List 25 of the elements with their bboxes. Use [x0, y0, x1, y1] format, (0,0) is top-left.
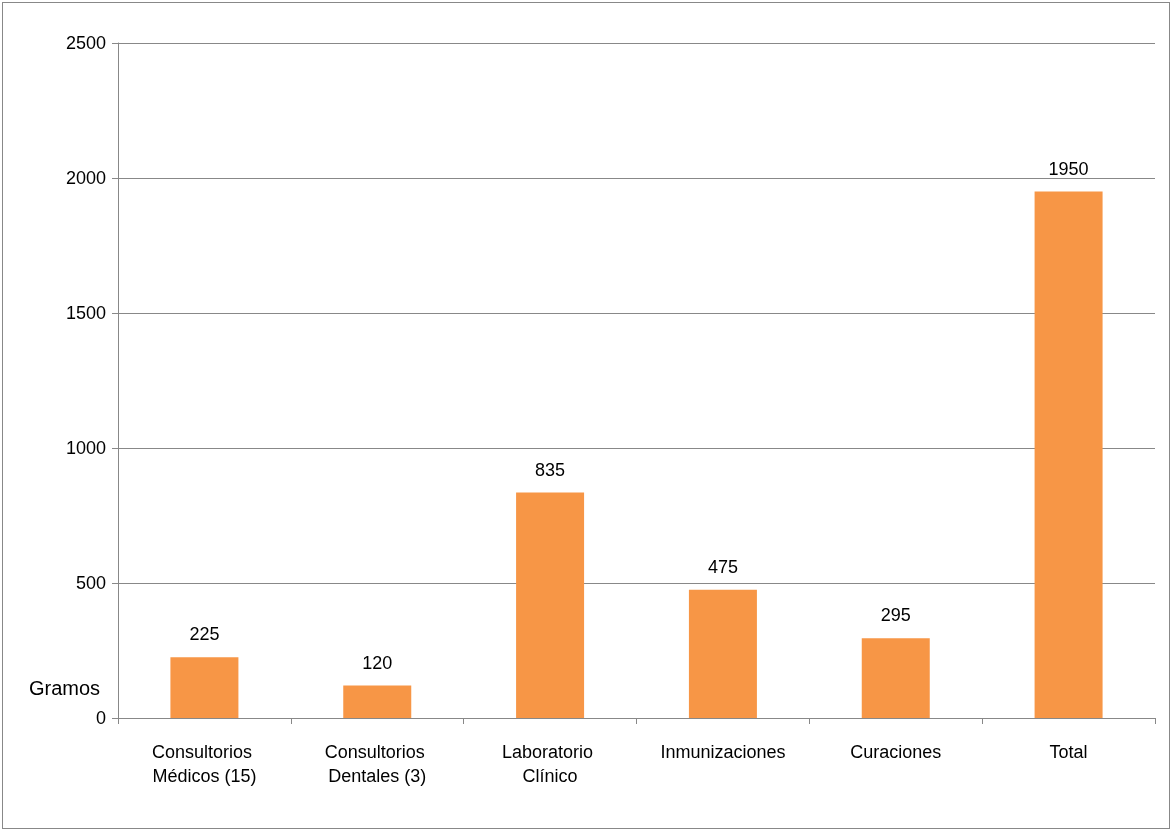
x-tick-label: Consultorios Médicos (15): [151, 742, 257, 786]
data-label: 1950: [1048, 158, 1089, 179]
data-label: 835: [535, 459, 566, 480]
x-tick-label: Curaciones: [850, 742, 942, 762]
x-tick-label: Laboratorio Clínico: [502, 742, 599, 786]
bar: [1034, 191, 1103, 718]
data-label: 475: [707, 556, 738, 577]
x-tick-label: Inmunizaciones: [660, 742, 786, 762]
bar: [170, 657, 239, 718]
y-tick-label: 1000: [65, 438, 106, 458]
y-axis-title: Gramos: [29, 677, 101, 699]
x-tick-label: Total: [1049, 742, 1088, 762]
x-tick-label: Consultorios Dentales (3): [324, 742, 430, 786]
bar: [688, 589, 757, 718]
data-label: 295: [880, 605, 911, 626]
y-tick-label: 500: [75, 573, 106, 593]
data-label: 120: [362, 652, 393, 673]
bar: [861, 638, 930, 718]
y-tick-label: 2500: [65, 33, 106, 53]
y-tick-label: 0: [95, 708, 106, 728]
data-label: 225: [189, 624, 220, 645]
y-tick-label: 1500: [65, 303, 106, 323]
bar: [343, 685, 412, 718]
bar: [516, 492, 585, 718]
y-tick-label: 2000: [65, 168, 106, 188]
